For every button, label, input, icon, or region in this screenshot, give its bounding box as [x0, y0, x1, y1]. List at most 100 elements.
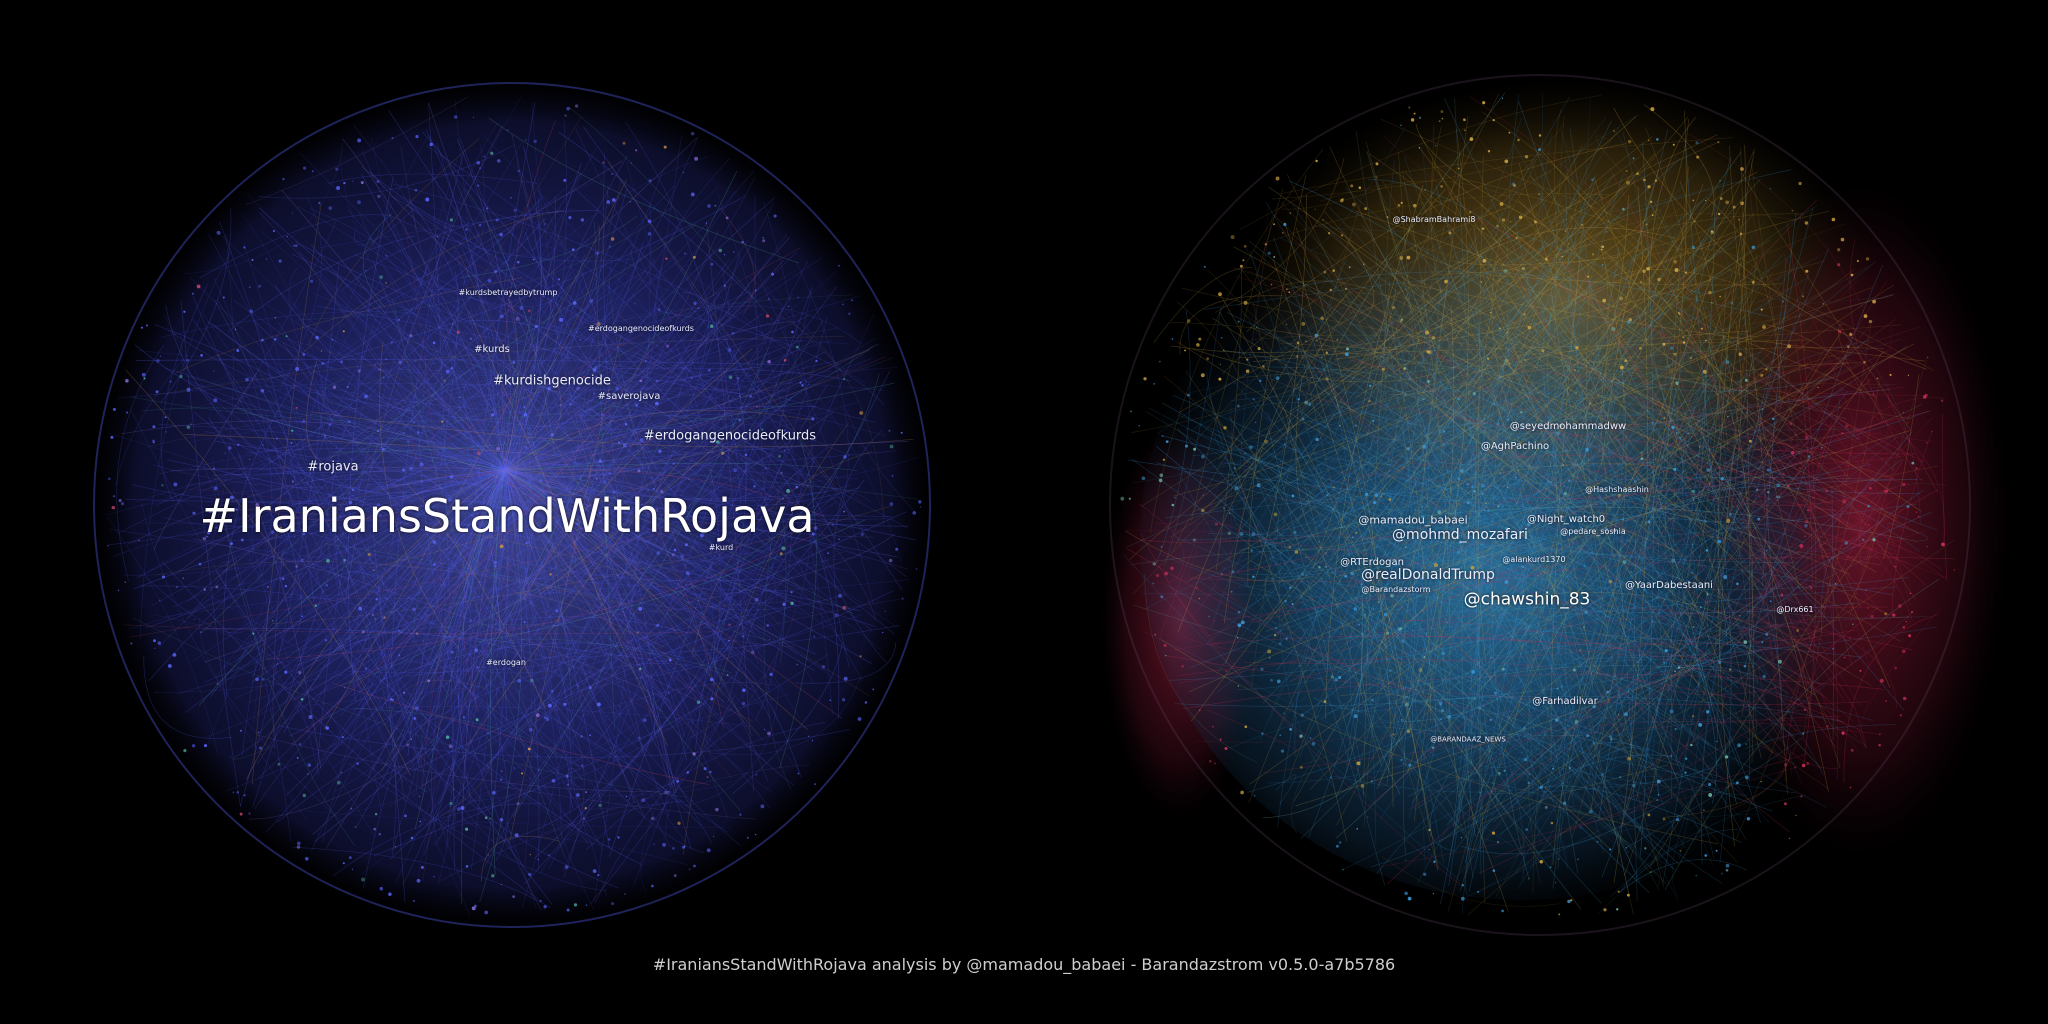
network-edge [1601, 170, 1659, 468]
network-edge [1305, 336, 1593, 523]
network-edge [674, 496, 802, 587]
network-edge [531, 186, 609, 673]
network-edge [1294, 260, 1596, 802]
network-edge [711, 373, 880, 577]
network-edge [256, 275, 384, 583]
network-edge [1378, 207, 1681, 495]
network-node [1285, 637, 1288, 640]
network-edge [321, 378, 358, 410]
network-edge [1177, 428, 1327, 673]
network-edge [440, 736, 492, 817]
network-edge [276, 556, 910, 596]
network-node [1275, 376, 1280, 380]
network-node [1849, 786, 1852, 789]
network-edge [362, 469, 506, 579]
network-edge [454, 100, 608, 897]
network-edge [449, 287, 759, 677]
network-node [216, 683, 219, 685]
network-edge [1408, 135, 1552, 819]
network-edge [209, 469, 506, 576]
network-edge [319, 469, 506, 680]
network-edge [493, 195, 544, 471]
network-node [222, 296, 225, 299]
network-edge [1190, 530, 1713, 582]
network-node [519, 306, 524, 310]
network-node [472, 116, 475, 118]
network-edge [1289, 292, 1552, 555]
network-edge [504, 455, 577, 471]
network-edge [763, 201, 814, 607]
network-node [655, 401, 659, 406]
network-edge [1476, 432, 1737, 693]
network-edge [504, 469, 639, 749]
network-node [1196, 343, 1200, 347]
network-node [183, 310, 186, 313]
network-node [1499, 202, 1504, 206]
network-edge [1564, 492, 1631, 780]
network-edge [1522, 508, 1551, 582]
network-edge [1289, 126, 1620, 548]
network-edge [1456, 373, 1605, 854]
network-edge [1575, 360, 1882, 613]
network-edge [1178, 414, 1603, 702]
network-edge [352, 437, 506, 471]
network-node [1460, 837, 1463, 839]
network-node [433, 562, 437, 566]
network-edge [265, 195, 746, 381]
network-node [829, 699, 831, 701]
network-edge [165, 305, 315, 489]
network-edge [154, 425, 452, 507]
network-edge [483, 286, 837, 774]
network-edge [1497, 498, 1783, 616]
network-edge [504, 300, 519, 471]
network-edge [504, 469, 602, 800]
network-edge [1419, 134, 1594, 693]
network-node [414, 188, 418, 192]
network-edge [1162, 435, 1699, 585]
network-edge [382, 469, 506, 686]
network-node [503, 394, 506, 397]
user-label: @Drx661 [1776, 605, 1814, 614]
network-node [202, 536, 207, 541]
network-node [1301, 572, 1304, 576]
network-node [767, 731, 771, 736]
network-edge [305, 403, 535, 469]
network-node [216, 230, 221, 235]
network-edge [354, 460, 506, 506]
network-node [416, 878, 421, 883]
network-edge [208, 469, 506, 548]
network-edge [290, 346, 653, 746]
network-edge [1574, 226, 1861, 607]
network-edge [1524, 212, 1797, 277]
network-edge [1222, 205, 1513, 374]
network-edge [1741, 248, 1829, 477]
network-edge [461, 469, 506, 905]
network-edge [1811, 511, 1839, 781]
network-edge [455, 181, 594, 243]
network-edge [1251, 201, 1362, 687]
network-node [888, 558, 893, 563]
network-edge [1795, 343, 1813, 591]
network-node [465, 228, 468, 231]
network-node [332, 385, 337, 389]
network-node [576, 386, 581, 391]
network-edge [1267, 366, 1594, 465]
network-edge [350, 469, 506, 680]
network-edge [1269, 556, 1874, 721]
network-edge [1283, 365, 1538, 723]
network-edge [745, 605, 796, 708]
network-edge [340, 138, 429, 371]
network-edge [440, 800, 682, 882]
network-edge [504, 339, 833, 471]
network-edge [284, 522, 302, 644]
network-edge [272, 549, 284, 749]
network-edge [1737, 488, 1829, 792]
network-node [360, 181, 364, 185]
network-edge [1344, 224, 1856, 362]
network-edge [1414, 552, 1879, 811]
network-node [1447, 714, 1452, 719]
network-node [797, 296, 800, 299]
network-edge [206, 672, 340, 738]
network-edge [436, 469, 506, 563]
network-edge [504, 469, 765, 653]
